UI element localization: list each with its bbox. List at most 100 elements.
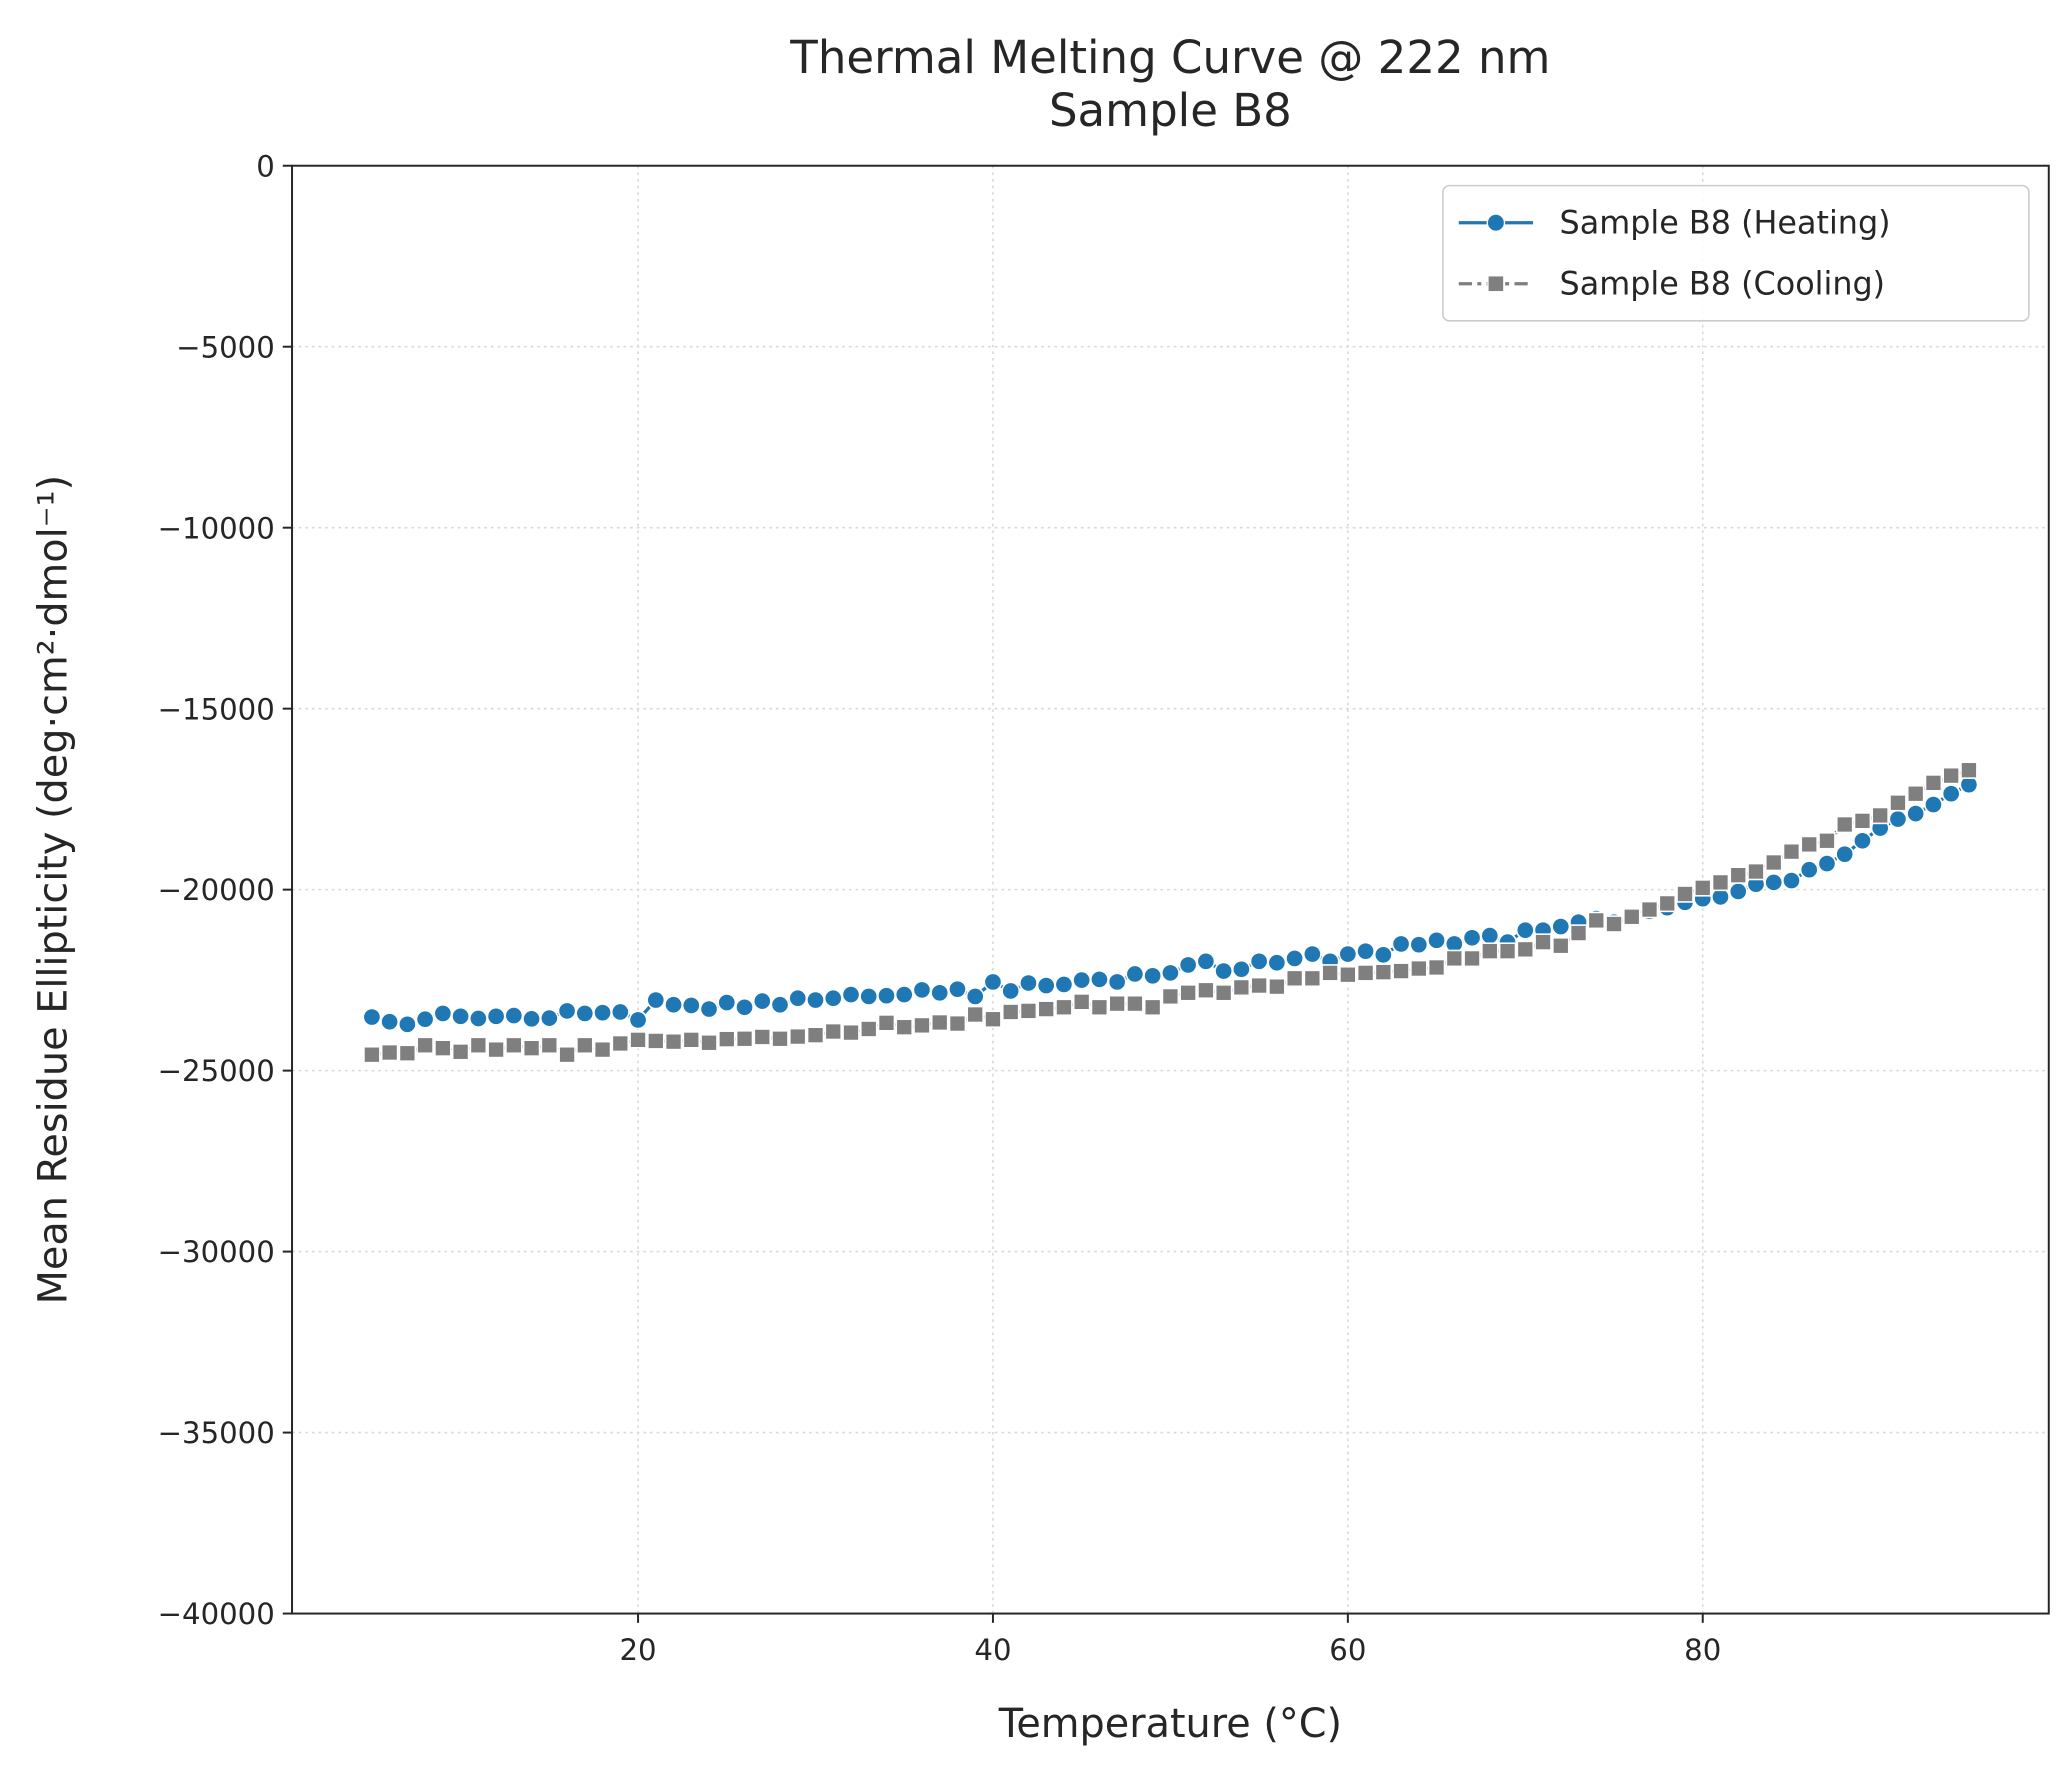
- data-point: [965, 987, 985, 1006]
- data-point: [1427, 958, 1446, 977]
- data-point: [362, 1007, 382, 1027]
- legend-label: Sample B8 (Cooling): [1560, 264, 1886, 302]
- data-point: [558, 1045, 576, 1064]
- data-point: [1374, 963, 1393, 981]
- data-point: [1924, 795, 1943, 814]
- data-point: [1356, 964, 1375, 982]
- data-point: [699, 999, 719, 1019]
- data-point: [1392, 962, 1410, 980]
- data-point: [1019, 1002, 1038, 1020]
- data-point: [753, 1028, 772, 1046]
- data-point: [1108, 994, 1126, 1013]
- data-point: [487, 1040, 505, 1059]
- data-point: [380, 1012, 400, 1032]
- data-point: [1178, 955, 1198, 975]
- data-point: [894, 985, 914, 1005]
- data-point: [1090, 969, 1109, 989]
- data-point: [1302, 944, 1322, 964]
- data-point: [682, 1031, 701, 1049]
- data-point: [983, 972, 1003, 992]
- data-point: [380, 1043, 399, 1062]
- data-point: [1249, 951, 1269, 971]
- data-point: [1107, 972, 1127, 992]
- data-point: [1853, 831, 1872, 851]
- data-point: [434, 1039, 452, 1057]
- legend-marker: [1487, 275, 1505, 293]
- data-point: [1197, 981, 1215, 1000]
- data-point: [1463, 949, 1481, 968]
- data-point: [1871, 806, 1889, 825]
- data-point: [522, 1009, 541, 1029]
- data-point: [629, 1031, 647, 1049]
- data-point: [735, 1030, 754, 1048]
- data-point: [1711, 873, 1730, 892]
- data-point: [451, 1006, 471, 1026]
- data-point: [486, 1006, 506, 1026]
- data-point: [877, 986, 896, 1006]
- data-point: [1036, 976, 1056, 995]
- data-point: [984, 1010, 1002, 1028]
- y-axis-label: Mean Residue Ellipticity (deg·cm²·dmol⁻¹…: [31, 475, 77, 1305]
- data-point: [1126, 994, 1144, 1013]
- data-point: [557, 1001, 577, 1021]
- data-point: [1072, 993, 1091, 1011]
- data-point: [522, 1039, 541, 1057]
- data-point: [841, 985, 861, 1005]
- data-point: [1285, 948, 1305, 968]
- data-point: [1906, 784, 1925, 803]
- data-point: [1427, 930, 1446, 950]
- data-point: [1516, 940, 1535, 959]
- data-point: [468, 1009, 488, 1028]
- data-point: [1285, 969, 1304, 988]
- data-point: [1214, 961, 1234, 981]
- data-point: [1373, 945, 1393, 965]
- data-point: [700, 1033, 718, 1052]
- data-point: [1569, 924, 1588, 942]
- data-point: [717, 993, 737, 1012]
- data-point: [1605, 915, 1623, 933]
- x-tick-label: 20: [619, 1633, 656, 1667]
- data-point: [1729, 866, 1747, 884]
- data-point: [398, 1044, 417, 1062]
- data-point: [824, 1022, 842, 1041]
- data-point: [539, 1008, 559, 1028]
- data-point: [1339, 965, 1357, 984]
- data-point: [1462, 928, 1482, 948]
- data-point: [1551, 917, 1571, 936]
- data-point: [877, 1014, 896, 1032]
- data-point: [647, 1032, 665, 1050]
- y-tick-label: −10000: [158, 511, 275, 545]
- data-point: [1693, 879, 1712, 897]
- data-point: [1391, 934, 1411, 954]
- data-point: [859, 987, 879, 1006]
- data-point: [1037, 1000, 1055, 1018]
- data-point: [1817, 854, 1837, 873]
- data-point: [1409, 935, 1429, 955]
- y-tick-label: −20000: [158, 873, 275, 907]
- data-point: [1143, 998, 1162, 1017]
- chart-title: Thermal Melting Curve @ 222 nm Sample B8: [789, 31, 1550, 137]
- data-point: [1250, 976, 1268, 995]
- data-point: [1889, 794, 1907, 812]
- data-point: [628, 1010, 648, 1030]
- data-point: [1676, 885, 1694, 903]
- y-tick-label: 0: [256, 149, 275, 183]
- data-point: [1143, 966, 1163, 986]
- legend-box: [1442, 184, 2030, 322]
- data-point: [1321, 964, 1339, 982]
- data-point: [575, 1004, 595, 1023]
- data-point: [1232, 978, 1251, 997]
- data-point: [433, 1004, 453, 1023]
- data-point: [1090, 998, 1109, 1017]
- data-point: [1481, 942, 1499, 960]
- data-point: [806, 1026, 825, 1044]
- data-point: [1410, 959, 1428, 978]
- data-point: [770, 995, 790, 1015]
- y-tick-label: −30000: [158, 1235, 275, 1269]
- data-point: [1835, 815, 1854, 834]
- data-point: [1196, 951, 1216, 971]
- data-point: [1179, 984, 1197, 1002]
- data-point: [806, 990, 825, 1010]
- data-point: [842, 1023, 860, 1042]
